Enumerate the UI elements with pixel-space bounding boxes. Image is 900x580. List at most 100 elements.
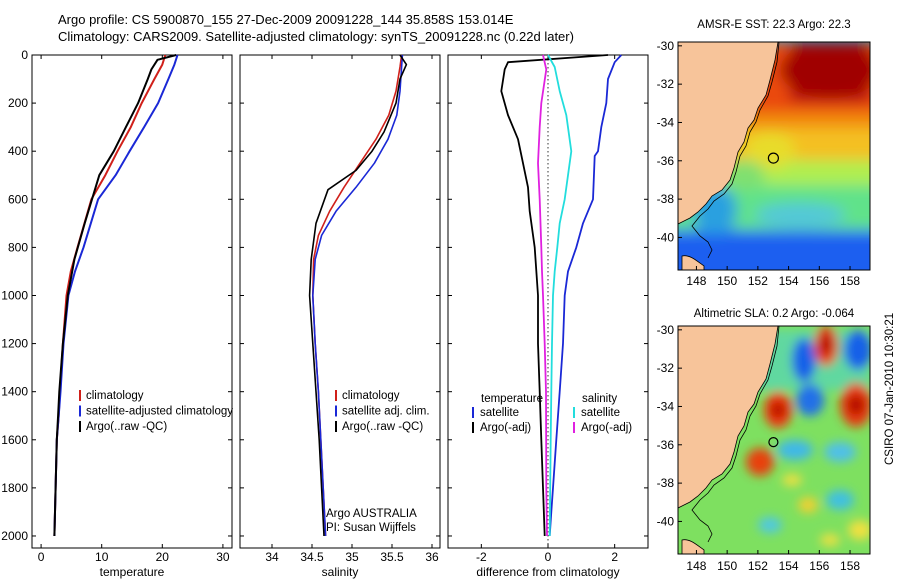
- sla-lon-tick-label: 148: [686, 559, 706, 573]
- sst-shelf-contour: [691, 42, 780, 259]
- sal-legend-label: climatology: [342, 390, 400, 402]
- sla-land: [678, 326, 779, 509]
- sal-series-argo-raw-qc-: [308, 54, 408, 537]
- sla-map-panel: Altimetric SLA: 0.2 Argo: -0.064: [657, 308, 871, 573]
- sla-lon-tick-label: 156: [809, 559, 829, 573]
- sla-lat-tick-label: -38: [657, 476, 675, 490]
- sst-lat-tick-label: -38: [657, 192, 675, 206]
- temp-legend-label: Argo(..raw -QC): [86, 421, 167, 433]
- temp-axes-frame: [31, 54, 233, 549]
- sal-x-tick-label: 34: [265, 550, 279, 564]
- temp-legend-label: climatology: [86, 390, 144, 402]
- salinity-panel: 34 34.5 35 35.5 36 salinity climatology satelli…: [239, 54, 441, 579]
- sla-lat-tick-label: -40: [657, 514, 675, 528]
- depth-tick-label: 200: [8, 96, 28, 110]
- temperature-panel: 0 200 400 600 800 1000 1200 1400 1600 1800 2000 0 10…: [1, 48, 233, 579]
- sla-lon-tick-label: 150: [717, 559, 737, 573]
- sla-map-frame: [677, 325, 871, 555]
- sla-lat-tick-label: -32: [657, 361, 675, 375]
- sal-x-tick-label: 34.5: [300, 550, 324, 564]
- diff-axes-frame: [447, 54, 649, 549]
- temp-x-axis-label: temperature: [100, 565, 165, 579]
- sst-lon-tick-label: 148: [686, 274, 706, 288]
- diff-legend-title-salinity: salinity: [582, 393, 617, 405]
- diff-x-tick-label: -2: [476, 550, 487, 564]
- sal-series-satellite-adj-clim-: [311, 54, 404, 537]
- sst-lat-tick-label: -40: [657, 230, 675, 244]
- depth-tick-label: 2000: [1, 529, 28, 543]
- sst-lon-tick-label: 152: [748, 274, 768, 288]
- sst-map-title: AMSR-E SST: 22.3 Argo: 22.3: [697, 19, 850, 31]
- sla-land-tasmania: [681, 539, 705, 554]
- diff-series-salinity-argo-adj-: [537, 54, 548, 537]
- sla-shelf-contour: [691, 326, 780, 543]
- sst-map-axes: -30 -32 -34 -36 -38 -40 148 150 152 154 156 158: [657, 39, 861, 288]
- sst-lat-tick-label: -36: [657, 154, 675, 168]
- sst-lat-tick-label: -32: [657, 77, 675, 91]
- diff-series-temperature-argo-adj-: [500, 54, 609, 537]
- sal-x-tick-label: 35: [345, 550, 359, 564]
- sal-legend-label: Argo(..raw -QC): [342, 421, 423, 433]
- sal-series-climatology: [311, 54, 403, 537]
- depth-tick-label: 1800: [1, 481, 28, 495]
- depth-tick-label: 800: [8, 240, 28, 254]
- diff-series-salinity-satellite: [547, 54, 573, 537]
- diff-series-temperature-satellite: [548, 54, 622, 537]
- sal-x-tick-label: 35.5: [380, 550, 404, 564]
- sla-lat-tick-label: -34: [657, 399, 675, 413]
- sst-lat-tick-label: -34: [657, 115, 675, 129]
- temp-x-tick-label: 20: [156, 550, 170, 564]
- sal-legend-label: satellite adj. clim.: [342, 406, 430, 418]
- sla-lon-tick-label: 158: [840, 559, 860, 573]
- temp-legend-label: satellite-adjusted climatology: [86, 406, 233, 418]
- sst-land-tasmania: [681, 255, 705, 270]
- depth-tick-label: 1400: [1, 385, 28, 399]
- sst-map-frame: [677, 41, 871, 271]
- sst-lon-tick-label: 156: [809, 274, 829, 288]
- figure-title-line2: Climatology: CARS2009. Satellite-adjuste…: [58, 29, 574, 44]
- diff-legend-label: Argo(-adj): [581, 422, 632, 434]
- sla-lon-tick-label: 152: [748, 559, 768, 573]
- temp-series-satellite-adjusted-climatology: [53, 54, 179, 537]
- depth-tick-label: 1000: [1, 288, 28, 302]
- depth-tick-label: 1600: [1, 433, 28, 447]
- sst-lon-tick-label: 154: [779, 274, 799, 288]
- depth-tick-label: 600: [8, 192, 28, 206]
- diff-x-axis-label: difference from climatology: [476, 565, 619, 579]
- sst-lon-tick-label: 158: [840, 274, 860, 288]
- temp-x-tick-label: 10: [95, 550, 109, 564]
- sla-map-axes: -30 -32 -34 -36 -38 -40 148 150 152 154 156 158: [657, 323, 861, 573]
- sla-lon-tick-label: 154: [779, 559, 799, 573]
- sal-x-axis-label: salinity: [322, 565, 359, 579]
- sst-argo-location-marker: [767, 152, 780, 164]
- temp-series-climatology: [53, 54, 167, 537]
- sst-lon-tick-label: 150: [717, 274, 737, 288]
- diff-legend-label: satellite: [581, 407, 620, 419]
- sla-lat-tick-label: -30: [657, 323, 675, 337]
- sst-land: [678, 42, 779, 225]
- temp-series-argo-raw-qc-: [53, 54, 177, 537]
- sla-argo-location-marker: [768, 437, 779, 448]
- csiro-timestamp: CSIRO 07-Jan-2010 10:30:21: [884, 313, 896, 465]
- figure-title-line1: Argo profile: CS 5900870_155 27-Dec-2009…: [58, 12, 514, 27]
- diff-x-tick-label: 2: [611, 550, 618, 564]
- sla-map-title: Altimetric SLA: 0.2 Argo: -0.064: [694, 308, 855, 320]
- temp-x-tick-label: 30: [216, 550, 230, 564]
- sst-lat-tick-label: -30: [657, 39, 675, 53]
- diff-legend-title-temperature: temperature: [481, 393, 543, 405]
- sst-field: [678, 42, 870, 270]
- diff-legend-label: Argo(-adj): [480, 422, 531, 434]
- depth-tick-label: 0: [21, 48, 28, 62]
- depth-tick-label: 1200: [1, 337, 28, 351]
- pi-annotation: Argo AUSTRALIA: [326, 508, 417, 520]
- sal-x-tick-label: 36: [425, 550, 439, 564]
- diff-legend-label: satellite: [480, 407, 519, 419]
- temp-x-tick-label: 0: [38, 550, 45, 564]
- pi-annotation: PI: Susan Wijffels: [326, 522, 416, 534]
- sst-map-panel: AMSR-E SST: 22.3 Argo: 22.3: [657, 19, 871, 288]
- diff-x-tick-label: 0: [545, 550, 552, 564]
- sla-lat-tick-label: -36: [657, 438, 675, 452]
- depth-tick-label: 400: [8, 144, 28, 158]
